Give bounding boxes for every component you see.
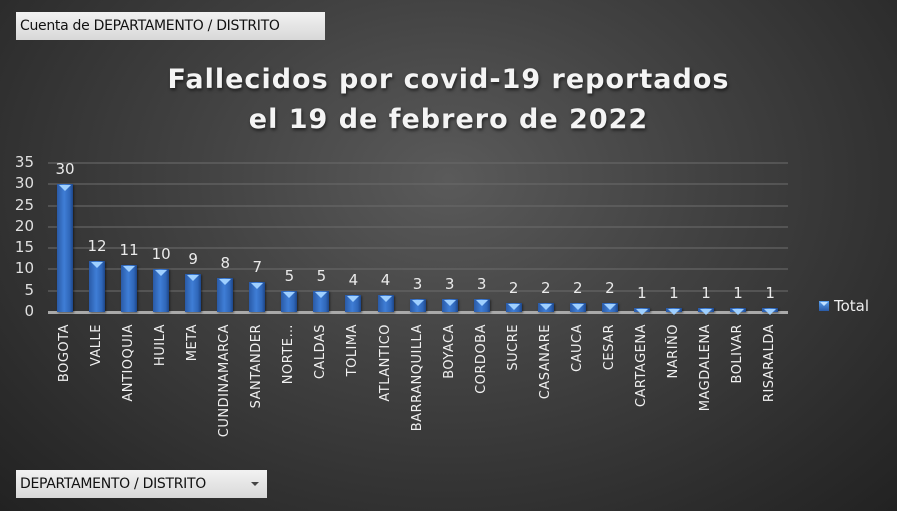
y-tick-label: 5 [24,280,34,299]
chart-title-line2: el 19 de febrero de 2022 [248,104,649,135]
chart-title-line1: Fallecidos por covid-19 reportados [167,64,730,95]
x-category-label: CASANARE [537,324,553,400]
x-axis-line [48,311,788,314]
gridline [48,247,788,250]
x-category-label: BARRANQUILLA [409,324,425,432]
data-label: 10 [151,245,171,264]
x-category-label: ATLANTICO [377,324,393,402]
bar[interactable] [217,277,234,312]
x-category-label: CALDAS [313,324,329,380]
data-label: 1 [637,283,647,302]
data-label: 1 [733,283,743,302]
data-label: 9 [188,249,198,268]
y-tick-label: 20 [14,216,34,235]
bar[interactable] [601,303,618,312]
x-category-label: TOLIMA [345,324,361,377]
data-label: 3 [444,275,455,294]
x-category-label: CESAR [601,324,617,371]
legend-swatch-icon [819,301,829,311]
data-label: 5 [316,266,327,285]
bar[interactable] [569,303,586,312]
x-category-label: BOGOTA [57,324,72,383]
bar[interactable] [665,307,682,316]
bar[interactable] [762,307,779,316]
bar[interactable] [377,294,394,312]
value-field-button[interactable]: Cuenta de DEPARTAMENTO / DISTRITO [16,12,325,40]
bar[interactable] [505,303,522,312]
x-category-label: SANTANDER [249,324,265,409]
gridline [48,162,788,164]
data-label: 2 [540,279,551,298]
x-category-label: MAGDALENA [698,324,713,412]
y-tick-label: 25 [14,195,34,214]
bar[interactable] [730,307,747,316]
legend[interactable]: Total [819,297,869,315]
x-category-label: BOYACA [441,324,457,379]
x-category-label: META [185,324,201,362]
y-tick-label: 35 [14,153,34,171]
x-category-label: CORDOBA [473,324,489,394]
dropdown-arrow-icon[interactable] [251,482,259,486]
legend-label: Total [834,297,870,315]
bar[interactable] [121,265,138,312]
data-label: 2 [605,279,615,298]
bar[interactable] [537,303,554,312]
bar[interactable] [409,299,426,312]
x-category-label: CARTAGENA [633,324,649,408]
bar[interactable] [345,294,362,312]
bar[interactable] [633,307,650,316]
bar[interactable] [473,299,490,312]
x-category-label: ANTIOQUIA [121,324,137,402]
data-label: 4 [380,270,391,289]
bar[interactable] [89,260,106,312]
data-label: 1 [765,283,775,302]
data-label: 3 [412,275,423,294]
data-label: 7 [252,258,263,277]
y-tick-label: 15 [14,238,34,257]
data-label: 1 [701,283,711,302]
data-label: 2 [573,279,583,298]
gridline [48,289,788,292]
bar[interactable] [153,269,170,312]
x-category-label: CUNDINAMARCA [217,324,233,438]
gridline [48,183,788,186]
bar[interactable] [185,273,202,312]
gridline [48,225,788,228]
data-label: 4 [348,270,359,289]
x-category-label: NORTE… [281,324,297,385]
bar[interactable] [281,290,298,312]
data-label: 5 [284,266,295,285]
y-tick-label: 10 [14,259,34,278]
data-label: 2 [508,279,519,298]
data-label: 11 [119,241,139,260]
x-category-label: HUILA [153,324,169,367]
x-category-label: VALLE [89,324,105,367]
bar[interactable] [249,282,266,312]
bar[interactable] [698,307,714,316]
bar[interactable] [313,290,330,312]
x-category-label: NARIÑO [665,324,681,379]
bar[interactable] [441,299,458,312]
x-category-label: BOLIVAR [730,324,746,384]
gridline [48,268,788,271]
data-label: 3 [476,275,487,294]
x-category-label: SUCRE [505,324,521,371]
data-label: 1 [669,283,679,302]
data-label: 12 [87,236,107,255]
value-field-label: Cuenta de DEPARTAMENTO / DISTRITO [20,18,280,34]
y-tick-label: 0 [24,302,34,320]
chart-title: Fallecidos por covid-19 reportados el 19… [0,60,897,140]
x-category-label: RISARALDA [762,324,778,403]
y-tick-label: 30 [14,174,34,193]
gridline [48,204,788,207]
data-label: 30 [55,160,75,179]
axis-field-label: DEPARTAMENTO / DISTRITO [20,476,206,492]
x-category-label: CAUCA [569,324,585,372]
axis-field-dropdown[interactable]: DEPARTAMENTO / DISTRITO [16,470,267,498]
bar[interactable] [57,184,73,312]
data-label: 8 [220,253,231,272]
